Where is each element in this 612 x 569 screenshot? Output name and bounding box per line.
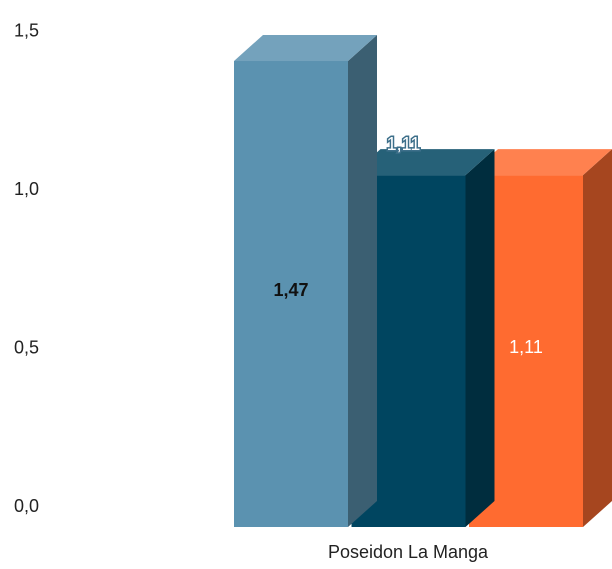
bars [234,35,612,527]
data-label: 1,11 [387,134,421,154]
y-tick-label: 0,5 [14,337,39,357]
data-label: 1,47 [273,280,308,300]
bar-side [465,149,495,527]
bar-side [583,149,612,527]
x-axis: Poseidon La Manga [328,542,489,562]
y-tick-label: 0,0 [14,496,39,516]
y-tick-label: 1,5 [14,20,39,40]
bar-top [351,149,495,176]
bar-1 [234,35,377,527]
data-label: 1,11 [509,337,543,357]
bar-top [469,149,612,176]
bar-front [234,61,348,527]
bar-side [348,35,377,527]
data-labels: 1,47 1,11 1,11 [273,132,543,357]
y-axis: 0,0 0,5 1,0 1,5 [14,20,39,516]
y-tick-label: 1,0 [14,179,39,199]
bar-top [234,35,377,62]
x-category-label: Poseidon La Manga [328,542,489,562]
